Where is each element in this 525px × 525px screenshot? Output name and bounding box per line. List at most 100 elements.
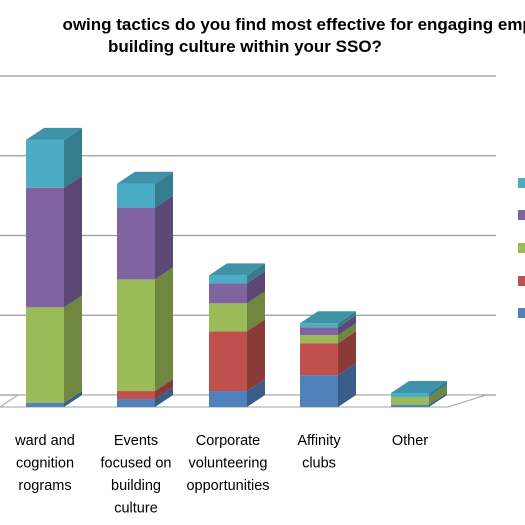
- bar-segment: [300, 315, 356, 336]
- bar-side: [247, 271, 265, 304]
- bar-segment: [209, 379, 265, 407]
- bar-segment: [300, 311, 356, 328]
- bar-segment: [209, 263, 265, 284]
- bar-front: [26, 187, 64, 308]
- bar-top: [391, 381, 447, 394]
- bar-side: [155, 387, 173, 407]
- bar-segment: [209, 319, 265, 392]
- bar-side: [338, 331, 356, 376]
- bar-side: [338, 311, 356, 328]
- bar-segment: [117, 195, 173, 280]
- bar-segment: [391, 385, 447, 406]
- chart-title-line-1: owing tactics do you find most effective…: [62, 15, 525, 34]
- bar-side: [155, 379, 173, 400]
- category-label: Corporate volunteering opportunities: [186, 433, 269, 494]
- legend-marker: [518, 210, 525, 220]
- bar-segment: [117, 379, 173, 400]
- bar-side: [155, 195, 173, 280]
- chart-title-line-2: building culture within your SSO?: [108, 37, 382, 56]
- legend-marker: [518, 243, 525, 253]
- bar-side: [64, 175, 82, 308]
- bar-front: [300, 323, 338, 328]
- bar-side: [247, 291, 265, 332]
- category-label-line: ward and: [14, 433, 75, 449]
- category-label-line: Events: [114, 433, 158, 449]
- chart-title: owing tactics do you find most effective…: [62, 15, 525, 56]
- bar-side: [64, 295, 82, 404]
- bar-segment: [26, 295, 82, 404]
- bar-side: [338, 315, 356, 336]
- bar-segment: [117, 387, 173, 407]
- bar-side: [247, 263, 265, 284]
- bar-side: [338, 323, 356, 344]
- category-label: ward and cognition rograms: [14, 433, 75, 494]
- bar-top: [26, 127, 82, 140]
- bar-segment: [117, 267, 173, 392]
- bar-front: [209, 303, 247, 332]
- bar-front: [391, 397, 429, 406]
- category-label-line: Corporate: [196, 433, 260, 449]
- bars: [26, 127, 447, 407]
- category-label: Events focused on building culture: [101, 433, 172, 517]
- category-label: Affinity clubs: [297, 433, 341, 472]
- bar-top: [209, 263, 265, 276]
- bar-segment: [26, 127, 82, 188]
- bar-front: [300, 343, 338, 376]
- category-label-line: volunteering: [189, 456, 268, 472]
- category-label: Other: [392, 433, 428, 449]
- bar-side: [429, 381, 447, 398]
- bar-segment: [391, 393, 447, 407]
- category-label-line: focused on: [101, 456, 172, 472]
- legend: [518, 178, 525, 318]
- bar-side: [247, 379, 265, 407]
- category-label-line: Other: [392, 433, 428, 449]
- bar-front: [209, 331, 247, 392]
- bar-segment: [26, 175, 82, 308]
- bar-front: [300, 375, 338, 407]
- bar-front: [300, 335, 338, 344]
- bar-side: [64, 127, 82, 188]
- category-label-line: culture: [114, 501, 158, 517]
- category-label-line: Affinity: [297, 433, 341, 449]
- bar-front: [26, 403, 64, 407]
- bar-front: [117, 399, 155, 407]
- bar-front: [117, 279, 155, 392]
- bar-front: [391, 405, 429, 407]
- bar-side: [429, 393, 447, 407]
- bar-segment: [209, 271, 265, 304]
- bar-front: [26, 307, 64, 404]
- bar-front: [26, 139, 64, 188]
- category-labels: ward and cognition rograms Events focused on…: [14, 433, 428, 517]
- legend-marker: [518, 308, 525, 318]
- legend-marker: [518, 178, 525, 188]
- bar-side: [338, 363, 356, 407]
- bar-front: [391, 393, 429, 398]
- bar-front: [117, 391, 155, 400]
- bar-front: [117, 207, 155, 280]
- bar-front: [209, 391, 247, 407]
- bar-side: [247, 319, 265, 392]
- bar-segment: [300, 363, 356, 407]
- bar-segment: [300, 323, 356, 344]
- bar-front: [300, 327, 338, 336]
- category-label-line: opportunities: [186, 478, 269, 494]
- bar-side: [155, 267, 173, 392]
- category-label-line: clubs: [302, 456, 336, 472]
- bar-segment: [391, 381, 447, 398]
- bar-top: [117, 171, 173, 184]
- bar-front: [209, 283, 247, 304]
- bar-front: [117, 183, 155, 208]
- category-label-line: rograms: [18, 478, 71, 494]
- bar-segment: [300, 331, 356, 376]
- bar-side: [429, 385, 447, 406]
- bar-front: [209, 275, 247, 284]
- legend-marker: [518, 276, 525, 286]
- bar-side: [155, 171, 173, 208]
- bar-segment: [26, 391, 82, 407]
- category-label-line: building: [111, 478, 161, 494]
- bar-side: [64, 391, 82, 407]
- bar-top: [300, 311, 356, 324]
- category-label-line: cognition: [16, 456, 74, 472]
- bar-segment: [209, 291, 265, 332]
